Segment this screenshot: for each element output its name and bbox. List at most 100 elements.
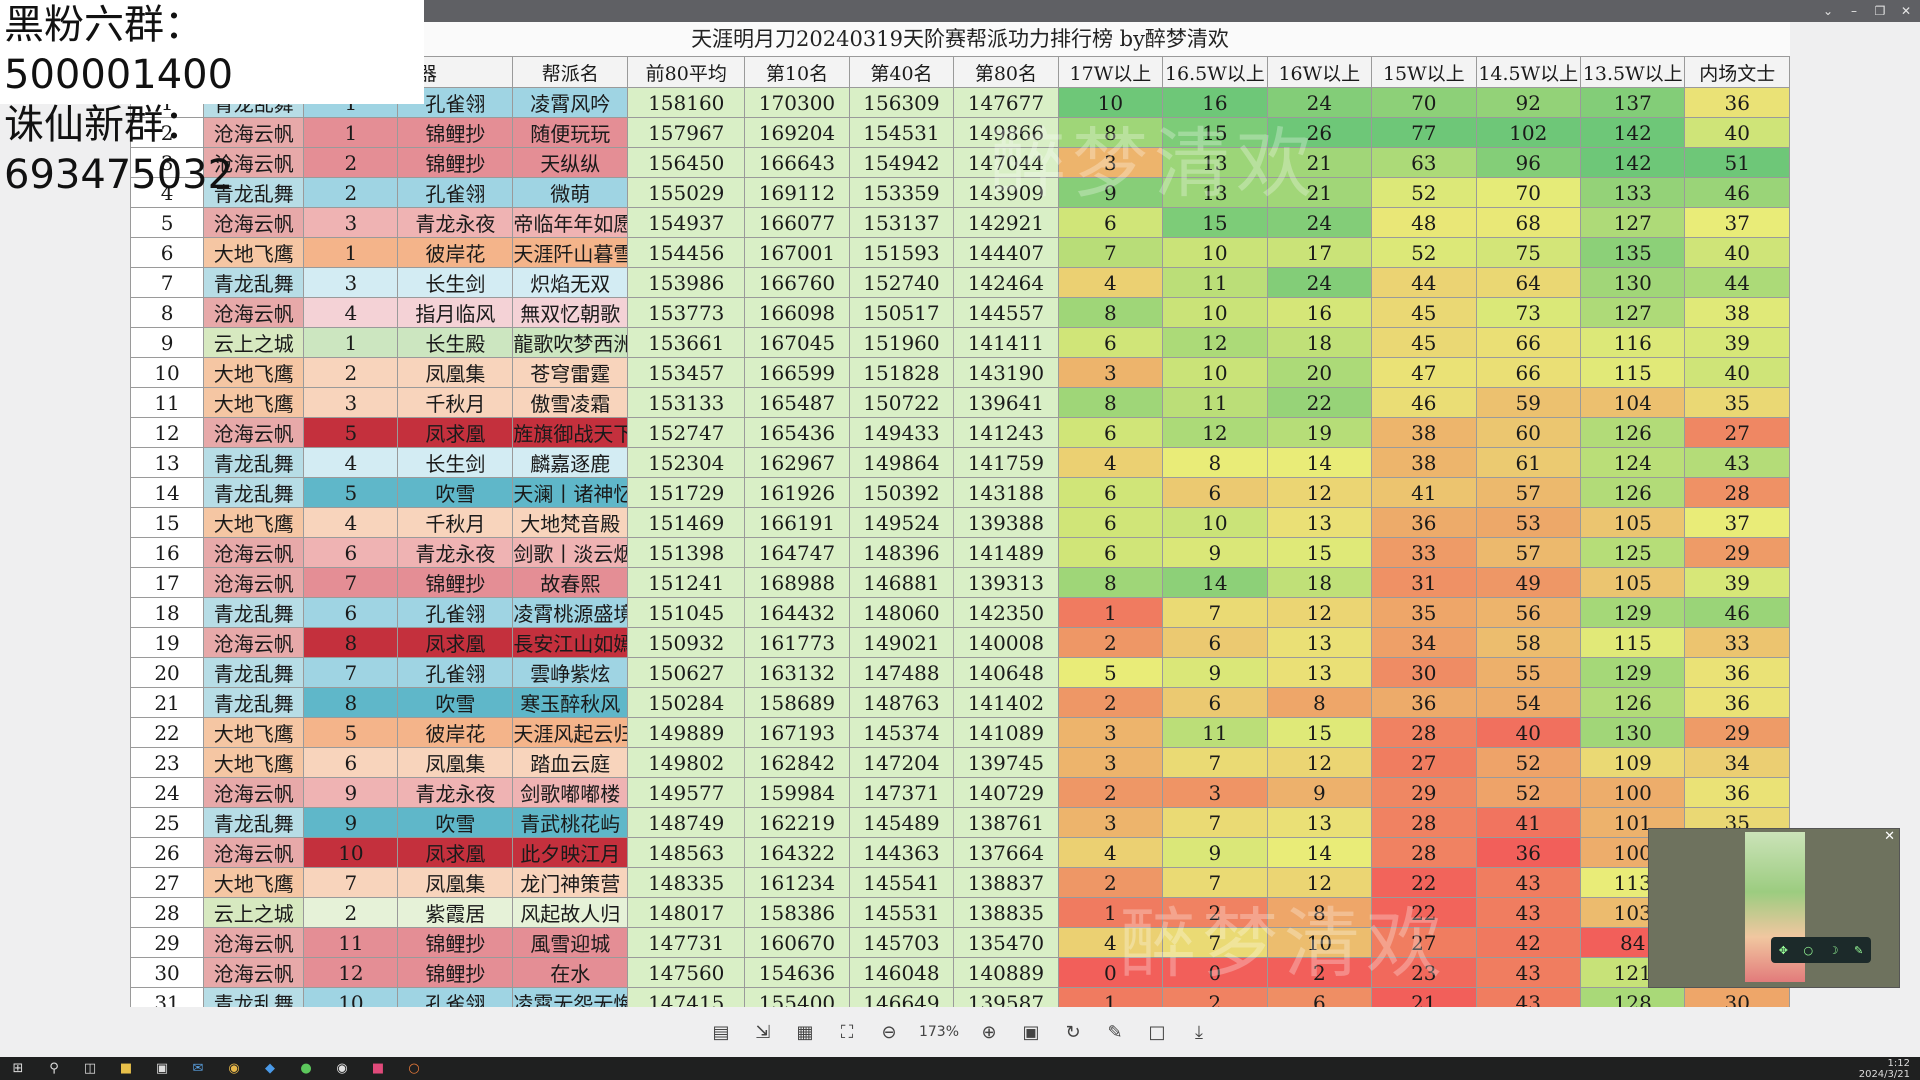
server-rank-cell: 6	[303, 597, 399, 628]
app-icon[interactable]: ■	[371, 1061, 385, 1076]
compare-icon[interactable]: ▦	[796, 1021, 814, 1043]
avg80-cell: 148749	[627, 807, 746, 838]
server-rank-cell: 2	[303, 147, 399, 178]
count-165w-cell: 12	[1162, 417, 1268, 448]
avg80-cell: 152304	[627, 447, 746, 478]
rank10-cell: 160670	[744, 927, 850, 958]
minimize-icon[interactable]: –	[1851, 4, 1857, 18]
avg80-cell: 154937	[627, 207, 746, 238]
rank10-cell: 168988	[744, 567, 850, 598]
table-row: 27 大地飞鹰 7 凤凰集 龙门神策营 148335 161234 145541 138837 2…	[130, 867, 1790, 898]
avg80-cell: 153133	[627, 387, 746, 418]
fullscreen-icon[interactable]: ⛶	[840, 1021, 854, 1043]
rank40-cell: 156309	[848, 87, 955, 118]
rank40-cell: 145489	[848, 807, 955, 838]
rank10-cell: 162842	[744, 747, 850, 778]
thumbnail-navigator[interactable]: ✕ ✥ ○ ☽ ✎	[1648, 828, 1900, 988]
restore-icon[interactable]: ❐	[1874, 4, 1886, 18]
team-name-cell: 天澜丨诸神忆	[512, 477, 629, 508]
folder-icon[interactable]: ■	[119, 1061, 133, 1076]
count-15w-cell: 70	[1371, 87, 1477, 118]
guild-cell: 长生剑	[397, 447, 514, 478]
count-135w-cell: 128	[1579, 987, 1686, 1007]
count-16w-cell: 15	[1266, 717, 1373, 748]
server-rank-cell: 3	[303, 387, 399, 418]
actual-size-icon[interactable]: ▣	[1022, 1021, 1040, 1043]
zoom-icon[interactable]: ○	[1803, 943, 1814, 957]
neichang-cell: 40	[1684, 237, 1790, 268]
chrome-icon[interactable]: ◉	[228, 1061, 240, 1076]
ranking-table: 服务器 帮派名 前80平均 第10名 第40名 第80名 17W以上 16.5W…	[130, 56, 1790, 1007]
clock: 1:12 2024/3/21	[1858, 1058, 1910, 1080]
wechat-icon[interactable]: ●	[300, 1061, 312, 1076]
fit-icon[interactable]: ⇲	[755, 1021, 771, 1043]
count-15w-cell: 29	[1371, 777, 1477, 808]
server-cell: 沧海云帆	[203, 207, 305, 238]
start-icon[interactable]: ⊞	[12, 1061, 24, 1076]
col-header-17w: 17W以上	[1057, 56, 1164, 88]
move-icon[interactable]: ✥	[1778, 943, 1788, 957]
app-icon[interactable]: ◉	[336, 1061, 348, 1076]
col-header-165w: 16.5W以上	[1162, 56, 1268, 88]
close-icon[interactable]: ✕	[1900, 4, 1912, 18]
rank80-cell: 141759	[953, 447, 1059, 478]
count-15w-cell: 27	[1371, 747, 1477, 778]
count-145w-cell: 43	[1475, 867, 1582, 898]
count-17w-cell: 9	[1057, 177, 1164, 208]
count-17w-cell: 4	[1057, 267, 1164, 298]
count-135w-cell: 116	[1579, 327, 1686, 358]
count-135w-cell: 105	[1579, 507, 1686, 538]
neichang-cell: 36	[1684, 687, 1790, 718]
rank80-cell: 140008	[953, 627, 1059, 658]
server-cell: 青龙乱舞	[203, 267, 305, 298]
rank-cell: 20	[130, 657, 205, 688]
server-cell: 沧海云帆	[203, 297, 305, 328]
count-16w-cell: 24	[1266, 87, 1373, 118]
server-cell: 大地飞鹰	[203, 237, 305, 268]
team-name-cell: 在水	[512, 957, 629, 988]
task-view-icon[interactable]: ◫	[83, 1061, 97, 1076]
app-icon[interactable]: ◆	[265, 1061, 275, 1076]
table-row: 4 青龙乱舞 2 孔雀翎 微萌 155029 169112 153359 143909 9 13 21…	[130, 177, 1790, 208]
neichang-cell: 40	[1684, 357, 1790, 388]
rank10-cell: 166077	[744, 207, 850, 238]
chevron-down-icon[interactable]: ⌄	[1822, 4, 1834, 18]
zoom-in-icon[interactable]: ⊕	[981, 1021, 997, 1043]
rank-cell: 19	[130, 627, 205, 658]
rank10-cell: 166098	[744, 297, 850, 328]
col-header-135w: 13.5W以上	[1579, 56, 1686, 88]
team-name-cell: 麟嘉逐鹿	[512, 447, 629, 478]
crop-icon[interactable]: □	[1148, 1021, 1166, 1043]
rotate-icon[interactable]: ↻	[1065, 1021, 1081, 1043]
moon-icon[interactable]: ☽	[1828, 943, 1839, 957]
app-icon[interactable]: ○	[408, 1061, 420, 1076]
count-165w-cell: 11	[1162, 717, 1268, 748]
count-145w-cell: 102	[1475, 117, 1582, 148]
group-info-overlay: 黑粉六群：500001400 诛仙新群：693475032	[0, 0, 424, 198]
avg80-cell: 154456	[627, 237, 746, 268]
layout-icon[interactable]: ▤	[712, 1021, 730, 1043]
count-15w-cell: 52	[1371, 237, 1477, 268]
close-icon[interactable]: ✕	[1884, 829, 1895, 844]
zoom-out-icon[interactable]: ⊖	[881, 1021, 897, 1043]
mail-icon[interactable]: ✉	[192, 1061, 204, 1076]
count-16w-cell: 12	[1266, 747, 1373, 778]
store-icon[interactable]: ▣	[155, 1061, 169, 1076]
download-icon[interactable]: ⤓	[1195, 1021, 1203, 1043]
count-135w-cell: 135	[1579, 237, 1686, 268]
tool-icon[interactable]: ✎	[1854, 943, 1864, 957]
count-135w-cell: 127	[1579, 207, 1686, 238]
search-icon[interactable]: ⚲	[49, 1061, 59, 1076]
count-15w-cell: 22	[1371, 897, 1477, 928]
team-name-cell: 天涯阡山暮雪	[512, 237, 629, 268]
count-135w-cell: 105	[1579, 567, 1686, 598]
count-16w-cell: 2	[1266, 957, 1373, 988]
guild-cell: 吹雪	[397, 687, 514, 718]
rank10-cell: 166599	[744, 357, 850, 388]
edit-icon[interactable]: ✎	[1107, 1021, 1123, 1043]
avg80-cell: 147731	[627, 927, 746, 958]
rank80-cell: 142350	[953, 597, 1059, 628]
avg80-cell: 150627	[627, 657, 746, 688]
neichang-cell: 44	[1684, 267, 1790, 298]
count-165w-cell: 13	[1162, 177, 1268, 208]
